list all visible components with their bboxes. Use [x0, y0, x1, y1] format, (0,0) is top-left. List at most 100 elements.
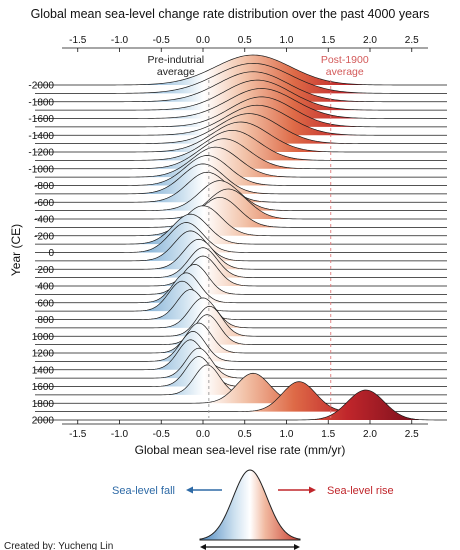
ridge-line: [35, 205, 447, 237]
ridge-line: [35, 146, 447, 178]
ridge-line: [35, 314, 447, 345]
y-tick-label: 200: [37, 265, 54, 276]
y-tick-label: 1800: [32, 399, 55, 410]
ridge-fill: [35, 147, 448, 178]
reference-line-label: average: [326, 66, 364, 78]
ridge-line: [35, 71, 447, 103]
ridge-line: [35, 180, 447, 211]
legend-fall-label: Sea-level fall: [112, 485, 175, 497]
ridge-line: [35, 104, 447, 136]
top-x-axis: -1.5 -1.0 -0.5 0.0 0.5 1.0 1.5 2.0 2.5: [62, 35, 428, 52]
ridge-fill: [35, 390, 448, 420]
ridge-line: [35, 272, 447, 304]
arrow-right-icon: [278, 486, 316, 494]
y-tick-label: -1000: [28, 164, 54, 175]
bottom-tick-label: 1.5: [321, 429, 335, 440]
ridge-line: [35, 305, 447, 337]
ridge-line: [35, 155, 447, 186]
top-tick-label: 1.5: [321, 35, 335, 46]
ridge-fill: [35, 189, 448, 219]
ridge-fill: [35, 138, 448, 169]
y-tick-label: 600: [37, 298, 54, 309]
ridge-line: [35, 138, 447, 170]
legend-bell: [199, 469, 301, 541]
ridge-line: [35, 96, 447, 128]
y-axis-label: Year (CE): [9, 224, 23, 276]
y-tick-label: 1600: [32, 382, 55, 393]
ridge-line: [35, 88, 447, 119]
ridge-line: [35, 222, 447, 253]
reference-line-label: average: [157, 66, 195, 78]
ridge-line: [35, 247, 447, 278]
ridge-fill: [35, 297, 448, 328]
ridge-line: [35, 347, 447, 379]
ridge-line: [35, 339, 447, 371]
ridge-line: [35, 238, 447, 270]
ridge-fill: [35, 314, 448, 345]
ridge-line: [35, 280, 447, 312]
y-tick-label: 1400: [32, 365, 55, 376]
ridge-fill: [35, 155, 448, 186]
y-tick-label: 400: [37, 282, 54, 293]
bottom-tick-label: 0.5: [238, 429, 252, 440]
ridge-line: [35, 331, 447, 362]
reference-line-label: Pre-indutrial: [148, 54, 205, 66]
ridge-line: [35, 264, 447, 295]
top-tick-label: 0.0: [196, 35, 210, 46]
ridge-series: [35, 54, 448, 421]
ridge-line: [35, 213, 447, 245]
bottom-tick-label: -1.5: [69, 429, 87, 440]
bottom-x-axis: -1.5 -1.0 -0.5 0.0 0.5 1.0 1.5 2.0 2.5: [62, 420, 428, 440]
ridge-line: [35, 289, 447, 320]
ridge-line: [35, 113, 447, 144]
y-tick-label: 0: [48, 248, 54, 259]
bottom-tick-label: 0.0: [196, 429, 210, 440]
y-tick-label: -2000: [28, 81, 54, 92]
range-arrow-icon: [200, 544, 300, 550]
y-tick-label: -600: [34, 198, 54, 209]
top-tick-label: -1.0: [111, 35, 129, 46]
ridge-line: [35, 163, 447, 195]
legend-rise-label: Sea-level rise: [327, 485, 394, 497]
y-tick-label: 2000: [32, 416, 55, 427]
y-tick-label: -800: [34, 181, 54, 192]
top-tick-label: -1.5: [69, 35, 87, 46]
top-tick-label: -0.5: [153, 35, 171, 46]
ridge-line: [35, 121, 447, 153]
color-legend: Sea-level fall Sea-level rise: [112, 469, 394, 550]
ridge-line: [35, 255, 447, 287]
ridge-line: [35, 188, 447, 220]
ridge-line: [35, 230, 447, 262]
credit-text: Created by: Yucheng Lin: [4, 541, 113, 550]
y-tick-label: -1200: [28, 148, 54, 159]
ridge-line: [35, 63, 447, 94]
y-tick-label: -1400: [28, 131, 54, 142]
y-tick-label: -400: [34, 215, 54, 226]
y-tick-label: -1600: [28, 114, 54, 125]
bottom-tick-label: 2.5: [405, 429, 419, 440]
y-tick-label: -200: [34, 231, 54, 242]
bottom-tick-label: 2.0: [363, 429, 377, 440]
ridge-fill: [35, 197, 448, 228]
top-tick-label: 2.5: [405, 35, 419, 46]
ridge-line: [35, 79, 447, 111]
arrow-left-icon: [186, 486, 222, 494]
ridge-fill: [35, 373, 448, 404]
ridge-line: [35, 54, 447, 86]
ridge-line: [35, 389, 447, 421]
y-tick-label: -1800: [28, 97, 54, 108]
x-axis-label: Global mean sea-level rise rate (mm/yr): [135, 443, 346, 457]
y-tick-label: 1000: [32, 332, 55, 343]
bottom-tick-label: -1.0: [111, 429, 129, 440]
top-tick-label: 1.0: [280, 35, 294, 46]
bottom-tick-label: -0.5: [153, 429, 171, 440]
ridge-line: [35, 297, 447, 329]
y-tick-label: 1200: [32, 349, 55, 360]
y-tick-label: 800: [37, 315, 54, 326]
ridge-line: [35, 197, 447, 228]
top-tick-label: 0.5: [238, 35, 252, 46]
ridge-line: [35, 322, 447, 354]
y-axis: -2000-1800-1600-1400-1200-1000-800-600-4…: [28, 81, 54, 427]
